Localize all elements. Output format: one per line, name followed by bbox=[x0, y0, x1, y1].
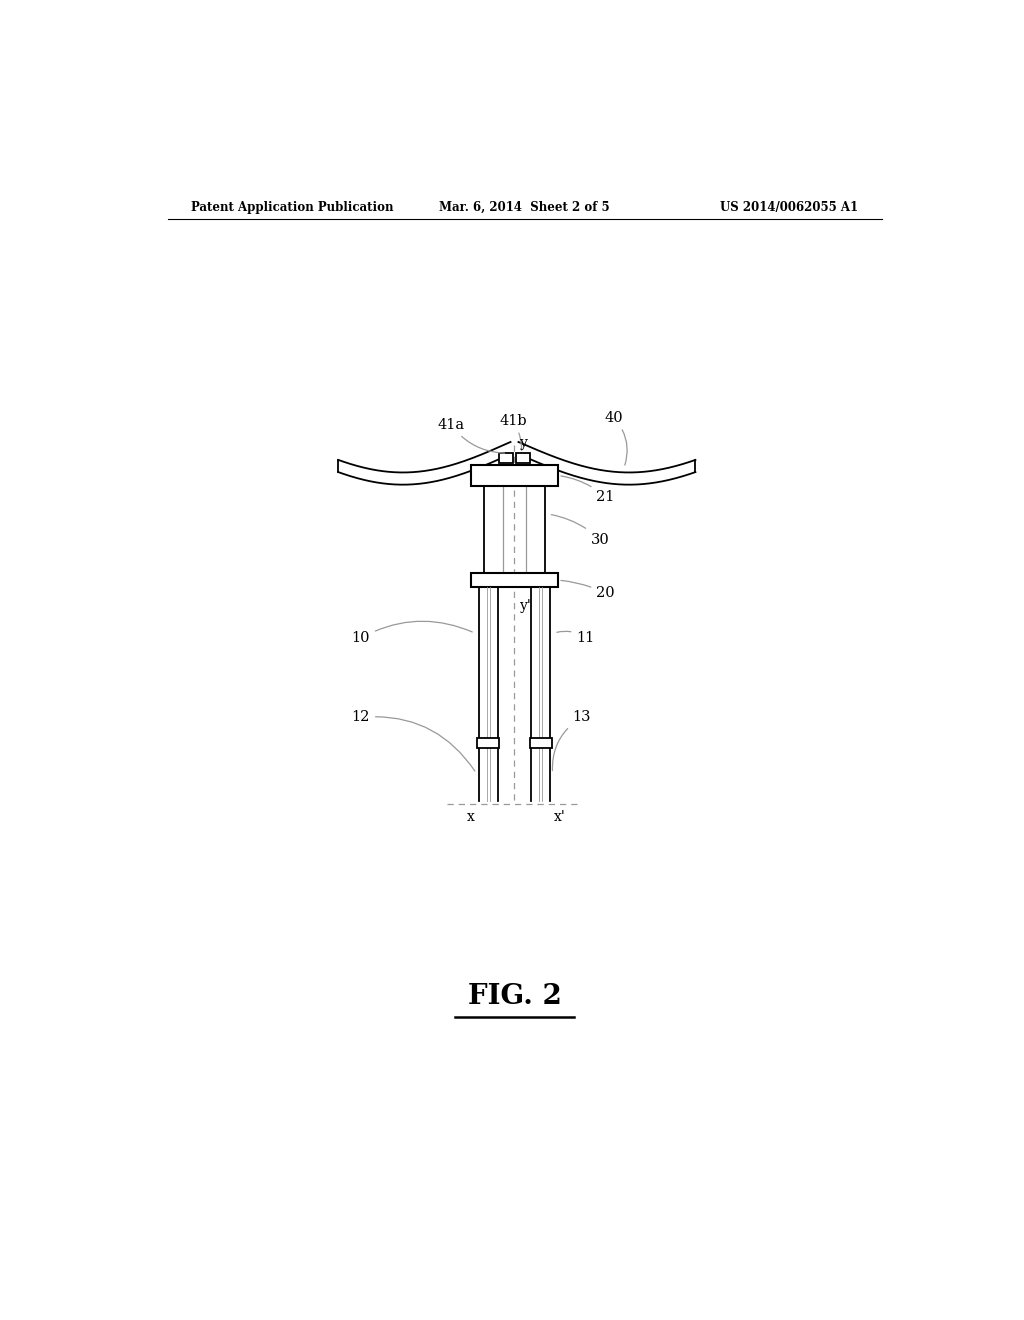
Text: US 2014/0062055 A1: US 2014/0062055 A1 bbox=[720, 201, 858, 214]
Text: 10: 10 bbox=[351, 622, 472, 645]
Text: 41b: 41b bbox=[500, 413, 527, 450]
FancyBboxPatch shape bbox=[471, 466, 558, 486]
Text: 30: 30 bbox=[551, 515, 609, 546]
Text: 41a: 41a bbox=[437, 417, 505, 453]
FancyBboxPatch shape bbox=[477, 738, 500, 748]
FancyBboxPatch shape bbox=[499, 453, 513, 463]
Text: 40: 40 bbox=[604, 411, 627, 465]
Text: y': y' bbox=[520, 598, 531, 612]
FancyBboxPatch shape bbox=[529, 738, 552, 748]
FancyBboxPatch shape bbox=[516, 453, 530, 463]
Text: 12: 12 bbox=[351, 710, 475, 771]
Text: y: y bbox=[520, 436, 528, 450]
Text: x: x bbox=[467, 810, 475, 824]
Text: Patent Application Publication: Patent Application Publication bbox=[191, 201, 394, 214]
Text: 11: 11 bbox=[557, 631, 595, 645]
Text: Mar. 6, 2014  Sheet 2 of 5: Mar. 6, 2014 Sheet 2 of 5 bbox=[439, 201, 610, 214]
Text: 21: 21 bbox=[561, 477, 614, 504]
Text: x': x' bbox=[553, 810, 565, 824]
Text: 20: 20 bbox=[561, 581, 614, 601]
Text: FIG. 2: FIG. 2 bbox=[468, 983, 561, 1010]
Text: 13: 13 bbox=[552, 710, 591, 771]
FancyBboxPatch shape bbox=[471, 573, 558, 587]
